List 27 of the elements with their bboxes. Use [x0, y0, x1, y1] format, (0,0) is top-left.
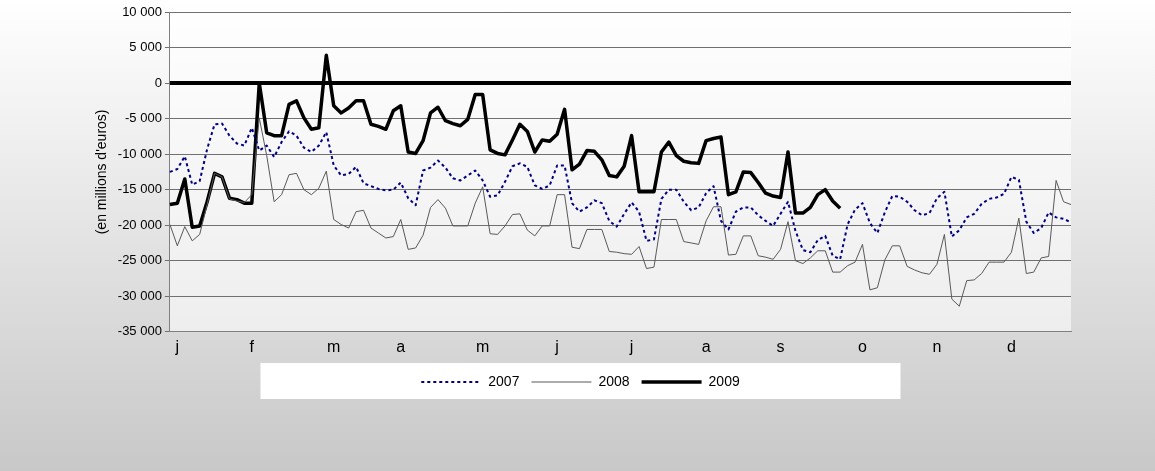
x-tick-label: j — [554, 337, 559, 355]
y-tick-label: 5 000 — [129, 39, 162, 55]
x-tick-label: d — [1006, 337, 1016, 355]
x-tick-label: m — [327, 337, 341, 355]
y-tick-label: 10 000 — [122, 3, 162, 19]
y-tick-label: -35 000 — [117, 323, 162, 339]
y-tick-label: 0 — [154, 74, 162, 90]
x-tick-label: s — [776, 337, 785, 355]
x-tick-label: j — [628, 337, 634, 355]
x-tick-label: a — [701, 337, 711, 355]
y-tick-label: -5 000 — [125, 110, 162, 126]
legend-label: 2009 — [708, 372, 740, 389]
x-tick-label: o — [858, 337, 868, 355]
line-series — [168, 122, 1072, 261]
x-tick-label: f — [249, 337, 255, 355]
y-tick-label: -10 000 — [117, 145, 162, 161]
y-tick-label: -20 000 — [117, 216, 162, 232]
legend-label: 2007 — [488, 372, 520, 389]
x-tick-label: n — [932, 337, 942, 355]
x-tick-label: a — [396, 337, 406, 355]
y-tick-label: -30 000 — [117, 287, 162, 303]
x-tick-label: m — [476, 337, 490, 355]
legend-label: 2008 — [598, 372, 630, 389]
x-tick-label: j — [174, 337, 180, 355]
y-tick-label: -15 000 — [117, 181, 162, 197]
y-tick-label: -25 000 — [117, 252, 162, 268]
y-axis-title: (en millions d'euros) — [93, 109, 110, 235]
